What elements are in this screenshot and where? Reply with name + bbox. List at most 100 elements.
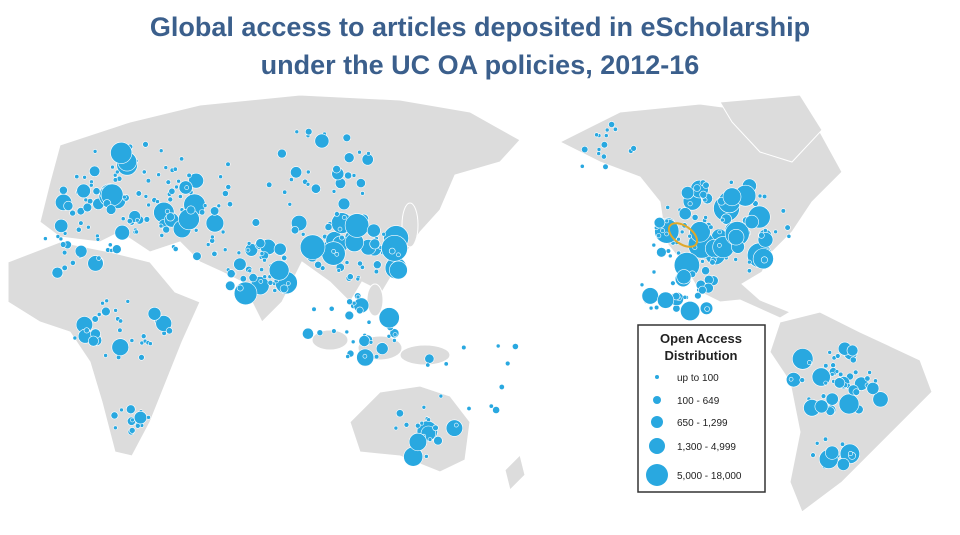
location-dot: [54, 218, 69, 233]
location-dot: [337, 197, 351, 211]
location-dot: [225, 280, 236, 291]
location-dot: [693, 184, 701, 192]
location-dot: [488, 403, 494, 409]
location-dot: [833, 377, 846, 389]
location-dot: [594, 132, 599, 138]
location-dot: [806, 360, 812, 366]
location-dot: [176, 178, 181, 184]
location-dot: [74, 245, 88, 258]
location-dot: [362, 353, 368, 359]
location-dot: [720, 217, 725, 223]
location-dot: [708, 224, 714, 230]
location-dot: [820, 393, 827, 399]
location-dot: [498, 383, 505, 390]
location-dot: [393, 425, 399, 431]
location-dot: [305, 128, 313, 136]
location-dot: [100, 300, 105, 306]
location-dot: [810, 452, 816, 458]
location-dot: [141, 169, 147, 175]
location-dot: [155, 199, 160, 204]
location-dot: [639, 282, 645, 288]
location-dot: [392, 338, 397, 343]
location-dot: [369, 238, 381, 250]
location-dot: [159, 232, 165, 238]
location-dot: [852, 388, 860, 396]
location-dot: [314, 133, 330, 149]
location-dot: [86, 224, 91, 230]
location-dot: [670, 280, 676, 286]
legend-label: 100 - 649: [677, 396, 720, 407]
location-dot: [814, 399, 829, 414]
location-dot: [122, 194, 127, 200]
location-dot: [165, 179, 172, 185]
location-dot: [421, 404, 427, 410]
location-dot: [443, 361, 449, 367]
legend-title: Distribution: [665, 348, 738, 363]
location-dot: [155, 315, 172, 332]
location-dot: [107, 242, 113, 248]
location-dot: [702, 181, 710, 189]
location-dot: [630, 145, 637, 152]
location-dot: [342, 133, 351, 143]
location-dot: [320, 265, 326, 271]
location-dot: [225, 161, 231, 167]
location-dot: [221, 190, 229, 197]
location-dot: [600, 141, 609, 149]
location-dot: [114, 224, 130, 241]
location-dot: [112, 244, 122, 254]
location-dot: [202, 203, 208, 208]
location-dot: [698, 285, 707, 295]
location-dot: [424, 353, 435, 364]
location-dot: [703, 215, 708, 220]
location-dot: [272, 288, 278, 293]
location-dot: [438, 393, 444, 399]
location-dot: [432, 424, 439, 431]
location-dot: [601, 153, 607, 160]
location-dot: [186, 172, 192, 178]
location-dot: [823, 363, 829, 369]
location-dot: [426, 417, 431, 423]
location-dot: [641, 287, 659, 305]
location-dot: [216, 203, 222, 209]
location-dot: [758, 232, 765, 239]
location-dot: [61, 264, 68, 272]
location-dot: [679, 229, 685, 235]
location-dot: [744, 214, 759, 230]
location-dot: [267, 279, 274, 286]
location-dot: [179, 156, 185, 162]
location-dot: [259, 267, 264, 272]
location-dot: [830, 362, 836, 369]
location-dot: [374, 354, 380, 360]
location-dot: [355, 294, 361, 300]
location-dot: [140, 333, 147, 340]
location-dot: [343, 152, 355, 163]
location-dot: [133, 411, 148, 425]
location-dot: [188, 172, 204, 189]
location-dot: [701, 266, 710, 276]
location-dot: [838, 371, 844, 378]
location-dot: [375, 342, 389, 355]
location-dot: [727, 229, 745, 246]
location-dot: [849, 356, 857, 364]
location-dot: [74, 174, 80, 180]
location-dot: [236, 284, 244, 292]
location-dot: [814, 440, 820, 446]
location-dot: [172, 166, 178, 172]
location-dot: [834, 369, 840, 374]
location-dot: [664, 218, 670, 224]
location-dot: [95, 237, 101, 242]
location-dot: [126, 218, 133, 225]
location-dot: [366, 151, 371, 156]
location-dot: [168, 187, 176, 195]
location-dot: [139, 340, 145, 346]
location-dot: [147, 306, 162, 321]
location-dot: [386, 333, 392, 339]
location-dot: [344, 310, 354, 321]
location-dot: [653, 217, 666, 229]
location-dot: [872, 391, 889, 408]
dots: [43, 121, 889, 471]
location-dot: [210, 206, 220, 216]
location-dot: [667, 253, 673, 259]
location-dot: [596, 147, 602, 152]
location-dot: [305, 182, 311, 187]
